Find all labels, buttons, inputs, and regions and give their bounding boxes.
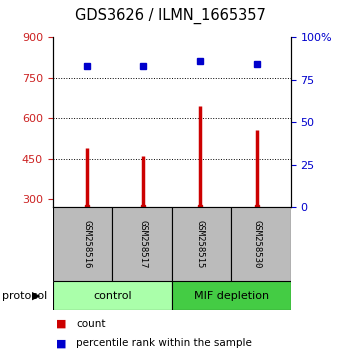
Text: ■: ■ (56, 338, 67, 348)
Text: MIF depletion: MIF depletion (194, 291, 269, 301)
Text: GSM258517: GSM258517 (139, 220, 148, 268)
Bar (172, 207, 231, 281)
Text: ■: ■ (56, 319, 67, 329)
Text: ▶: ▶ (32, 291, 40, 301)
Bar (53, 207, 112, 281)
Text: count: count (76, 319, 106, 329)
Bar (53, 281, 172, 310)
Bar (231, 207, 291, 281)
Text: control: control (93, 291, 132, 301)
Bar (112, 207, 172, 281)
Text: percentile rank within the sample: percentile rank within the sample (76, 338, 252, 348)
Text: GSM258530: GSM258530 (252, 220, 261, 268)
Text: GSM258515: GSM258515 (195, 220, 205, 268)
Bar (172, 281, 291, 310)
Text: GSM258516: GSM258516 (82, 220, 91, 268)
Text: GDS3626 / ILMN_1665357: GDS3626 / ILMN_1665357 (74, 8, 266, 24)
Text: protocol: protocol (2, 291, 47, 301)
